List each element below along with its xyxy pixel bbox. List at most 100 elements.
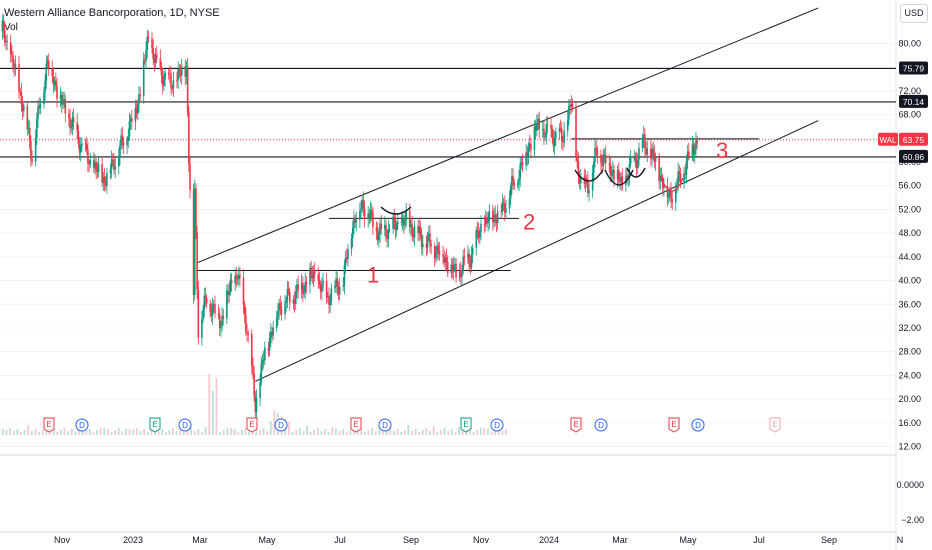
candle-body — [458, 270, 461, 278]
candle-body — [617, 170, 620, 181]
candle-body — [670, 190, 672, 200]
volume-bar — [436, 432, 439, 435]
volume-bar — [34, 429, 37, 435]
candle-body — [479, 231, 481, 238]
time-tick-label: N — [897, 535, 904, 545]
candle-body — [1, 20, 4, 32]
volume-bar — [186, 430, 189, 435]
earnings-marker[interactable] — [149, 417, 161, 433]
candle-body — [588, 190, 590, 194]
candle-body — [277, 311, 279, 319]
candle-body — [578, 175, 581, 184]
earnings-marker[interactable] — [43, 417, 55, 433]
earnings-marker[interactable] — [350, 417, 362, 433]
candle-body — [262, 359, 265, 361]
candle-body — [426, 236, 429, 248]
price-tick-label: 56.00 — [898, 181, 921, 191]
dividend-marker[interactable] — [490, 418, 504, 432]
price-tag-label: 75.79 — [903, 63, 925, 73]
volume-bar — [99, 428, 102, 435]
candle-body — [487, 221, 489, 224]
candle-body — [303, 291, 305, 294]
candle-body — [528, 143, 531, 148]
candle-body — [595, 147, 598, 151]
dividend-marker[interactable] — [274, 418, 288, 432]
candle-body — [359, 211, 361, 220]
candle-body — [127, 136, 130, 141]
dividend-marker[interactable] — [178, 418, 192, 432]
earnings-marker[interactable] — [460, 417, 472, 433]
ticker-tag — [878, 132, 898, 146]
candle-body — [671, 199, 674, 203]
candle-body — [264, 347, 266, 361]
time-tick-label: May — [258, 535, 276, 545]
candle-body — [555, 131, 557, 139]
earnings-marker[interactable] — [668, 417, 680, 433]
candle-body — [442, 254, 444, 258]
candle-body — [239, 274, 241, 278]
volume-bar — [157, 431, 160, 435]
volume-bar — [429, 431, 431, 435]
earnings-marker[interactable] — [246, 417, 258, 433]
volume-bar — [338, 431, 341, 435]
candle-body — [443, 257, 445, 263]
dividend-marker[interactable] — [691, 418, 705, 432]
volume-bar — [132, 430, 135, 435]
candle-body — [222, 315, 225, 319]
candle-body — [126, 140, 128, 146]
candle-body — [562, 141, 564, 143]
candle-body — [446, 262, 449, 274]
candle-body — [486, 217, 488, 224]
candle-body — [12, 55, 14, 68]
dividend-marker[interactable] — [378, 418, 392, 432]
candle-body — [68, 113, 70, 119]
candle-body — [526, 152, 529, 158]
volume-bar — [364, 432, 366, 435]
candle-body — [229, 279, 232, 292]
candle-body — [227, 290, 229, 296]
candle-body — [300, 282, 303, 291]
candle-body — [253, 373, 255, 396]
candle-body — [551, 128, 554, 138]
currency-button[interactable]: USD — [900, 4, 928, 23]
volume-bar — [226, 428, 229, 435]
candle-body — [404, 219, 406, 226]
candle-body — [81, 143, 83, 146]
candle-body — [18, 63, 20, 92]
price-tick-label: 32.00 — [898, 323, 921, 333]
candle-body — [450, 264, 453, 274]
time-tick-label: Mar — [192, 535, 208, 545]
volume-bar — [367, 430, 370, 435]
candle-body — [602, 155, 605, 166]
candle-body — [131, 118, 133, 122]
volume-bar — [331, 427, 334, 435]
candle-body — [236, 278, 239, 280]
candle-body — [343, 265, 346, 286]
candle-body — [151, 38, 153, 49]
candle-body — [360, 208, 362, 212]
candle-body — [620, 176, 622, 182]
price-tag — [899, 94, 928, 108]
candle-body — [412, 234, 415, 238]
candle-body — [677, 171, 679, 184]
candle-body — [463, 256, 466, 259]
volume-bar — [114, 430, 117, 435]
candle-body — [645, 148, 647, 155]
candle-body — [176, 80, 178, 82]
earnings-marker[interactable] — [570, 417, 582, 433]
dividend-marker[interactable] — [594, 418, 608, 432]
earnings-marker[interactable] — [769, 417, 781, 433]
dividend-marker[interactable] — [75, 418, 89, 432]
candle-body — [604, 154, 607, 164]
candle-body — [451, 264, 454, 272]
candle-body — [329, 301, 331, 305]
candle-body — [462, 256, 464, 270]
volume-bar — [128, 429, 131, 435]
price-tick-label: 16.00 — [898, 418, 921, 428]
volume-bar — [85, 431, 88, 435]
candle-body — [260, 363, 263, 383]
dividend-marker-label: D — [695, 421, 701, 430]
candle-body — [558, 128, 561, 132]
candle-body — [536, 123, 538, 131]
